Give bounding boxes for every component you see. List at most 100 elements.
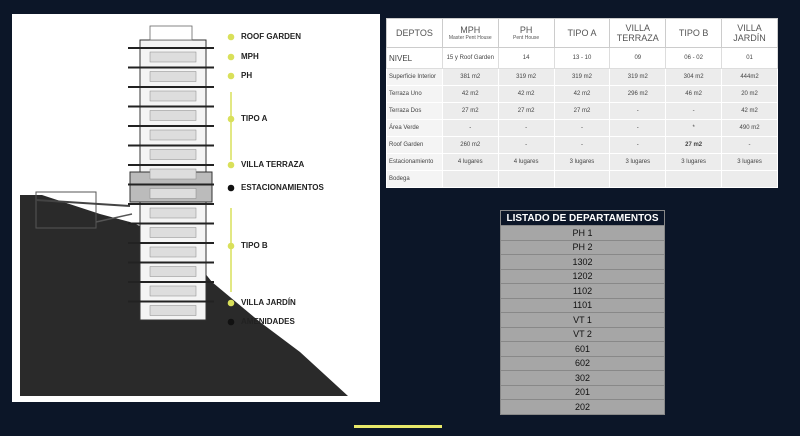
table-cell — [721, 170, 778, 188]
list-item: PH 2 — [500, 239, 665, 255]
window — [149, 188, 197, 199]
table-cell: 4 lugares — [497, 153, 555, 171]
table-cell: 42 m2 — [721, 102, 778, 120]
list-row: 601 — [500, 341, 665, 357]
table-cell: Terraza Uno — [386, 85, 443, 103]
table-cell — [665, 170, 723, 188]
table-row: Terraza Uno 42 m2 42 m2 42 m2 296 m2 46 m2 20 … — [386, 85, 778, 103]
table-cell: - — [609, 102, 667, 120]
table-cell: 319 m2 — [553, 68, 611, 86]
table-cell: 490 m2 — [721, 119, 778, 137]
list-row: 1202 — [500, 268, 665, 284]
table-cell: 20 m2 — [721, 85, 778, 103]
table-cell: 304 m2 — [665, 68, 723, 86]
legend-label: AMENIDADES — [241, 317, 295, 326]
table-cell: 46 m2 — [665, 85, 723, 103]
table-cell: - — [665, 102, 723, 120]
list-item: PH 1 — [500, 225, 665, 241]
table-row: NIVEL 15 y Roof Garden 14 13 - 10 09 06 - 02 0… — [386, 47, 778, 69]
table-cell: NIVEL — [386, 47, 443, 69]
header-title: VILLA JARDÍN — [733, 23, 766, 43]
legend-label: VILLA TERRAZA — [241, 160, 304, 169]
legend-dot — [227, 299, 235, 307]
window — [149, 285, 197, 297]
legend-label: VILLA JARDÍN — [241, 298, 296, 307]
list-row: VT 2 — [500, 326, 665, 342]
window — [149, 227, 197, 238]
table-cell: - — [609, 119, 667, 137]
table-row: Área Verde - - - - * 490 m2 — [386, 119, 778, 137]
table-row: Roof Garden 260 m2- - -27 m2- — [386, 136, 778, 154]
header-cell: DEPTOS — [386, 18, 443, 48]
table-cell — [497, 170, 555, 188]
legend-dot — [227, 53, 235, 61]
table-cell: 42 m2 — [553, 85, 611, 103]
table-cell: - — [553, 136, 611, 154]
table-cell — [441, 170, 499, 188]
list-item: 1302 — [500, 254, 665, 270]
table-cell: - — [609, 136, 667, 154]
header-row: DEPTOS MPH Master Pent House PH Pent House TI… — [386, 18, 778, 48]
header-title: VILLA TERRAZA — [616, 23, 659, 43]
building-diagram: ROOF GARDEN MPH PH TIPO A VILLA TERRAZA ESTAC… — [12, 14, 380, 402]
header-title: TIPO A — [567, 28, 597, 38]
header-subtitle: Master Pent House — [448, 35, 492, 41]
table-cell: 14 — [497, 47, 555, 69]
table-cell: Roof Garden — [386, 136, 443, 154]
table-cell: Bodega — [386, 170, 443, 188]
window — [149, 51, 197, 63]
table-cell: 3 lugares — [665, 153, 723, 171]
legend-dot — [227, 33, 235, 41]
table-cell: 3 lugares — [553, 153, 611, 171]
header-title: PH — [519, 25, 533, 35]
table-cell: * — [665, 119, 723, 137]
accent-bar — [354, 425, 442, 428]
header-cell: TIPO B — [665, 18, 723, 48]
table-cell: 381 m2 — [441, 68, 499, 86]
table-cell: 444m2 — [721, 68, 778, 86]
list-row: VT 1 — [500, 312, 665, 328]
header-title: TIPO B — [678, 28, 709, 38]
table-cell: 42 m2 — [441, 85, 499, 103]
legend-dot — [227, 318, 235, 326]
table-cell: Área Verde — [386, 119, 443, 137]
list-row: 1102 — [500, 283, 665, 299]
table-cell: 3 lugares — [721, 153, 778, 171]
table-cell: 06 - 02 — [665, 47, 723, 69]
legend-dot — [227, 184, 235, 192]
table-cell — [553, 170, 611, 188]
table-cell: 27 m2 — [441, 102, 499, 120]
table-cell: 13 - 10 — [553, 47, 611, 69]
legend-label: TIPO A — [241, 114, 268, 123]
list-item: 1102 — [500, 283, 665, 299]
list-row: 201 — [500, 384, 665, 400]
list-item: 201 — [500, 384, 665, 400]
legend-label: ROOF GARDEN — [241, 32, 301, 41]
list-item: 1101 — [500, 297, 665, 313]
table-cell: 319 m2 — [609, 68, 667, 86]
legend-label: PH — [241, 71, 252, 80]
list-row: PH 1 — [500, 225, 665, 241]
list-item: 602 — [500, 355, 665, 371]
legend-dot — [227, 161, 235, 169]
table-cell: 27 m2 — [553, 102, 611, 120]
department-list: LISTADO DE DEPARTAMENTOS PH 1 PH 2 1302 1202… — [500, 210, 665, 415]
table-cell: - — [553, 119, 611, 137]
table-cell: - — [497, 136, 555, 154]
table-cell: 27 m2 — [665, 136, 723, 154]
table-cell: - — [441, 119, 499, 137]
header-cell: PH Pent House — [497, 18, 555, 48]
table-cell: - — [721, 136, 778, 154]
table-cell: 4 lugares — [441, 153, 499, 171]
table-cell: 260 m2 — [441, 136, 499, 154]
table-cell: 01 — [721, 47, 778, 69]
header-title: DEPTOS — [396, 28, 433, 38]
table-row: Estacionamiento 4 lugares 4 lugares 3 lugar… — [386, 153, 778, 171]
legend-dot — [227, 242, 235, 250]
header-cell: VILLA TERRAZA — [609, 18, 667, 48]
list-item: 1202 — [500, 268, 665, 284]
header-title: MPH — [460, 25, 481, 35]
header-cell: MPH Master Pent House — [441, 18, 499, 48]
legend-label: TIPO B — [241, 241, 268, 250]
